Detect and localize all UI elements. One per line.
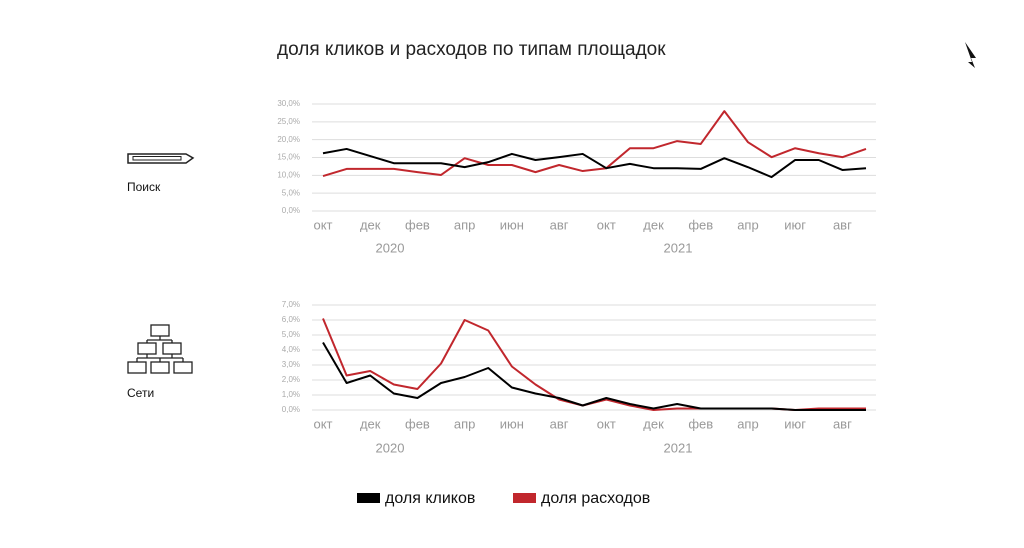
x-tick-label: июг bbox=[784, 217, 806, 232]
y-tick-label: 0,0% bbox=[282, 405, 300, 414]
series-line bbox=[322, 341, 866, 411]
x-tick-label: фев bbox=[688, 416, 713, 431]
legend-swatch bbox=[513, 493, 536, 503]
y-tick-label: 5,0% bbox=[282, 330, 300, 339]
search-icon bbox=[127, 153, 195, 164]
page-title: доля кликов и расходов по типам площадок bbox=[277, 39, 666, 60]
series-line bbox=[322, 110, 867, 178]
y-tick-label: 20,0% bbox=[277, 135, 300, 144]
year-label: 2021 bbox=[664, 240, 693, 255]
y-tick-label: 7,0% bbox=[282, 300, 300, 309]
y-tick-label: 4,0% bbox=[282, 345, 300, 354]
y-tick-label: 10,0% bbox=[277, 170, 300, 179]
x-tick-label: окт bbox=[313, 217, 332, 232]
section-label: Поиск bbox=[127, 180, 161, 194]
network-icon bbox=[127, 324, 193, 374]
legend-swatch bbox=[357, 493, 380, 503]
legend-label: доля расходов bbox=[541, 490, 650, 507]
series-line bbox=[322, 147, 867, 179]
y-tick-label: 0,0% bbox=[282, 206, 300, 215]
y-tick-label: 30,0% bbox=[277, 99, 300, 108]
x-tick-label: дек bbox=[360, 416, 381, 431]
x-tick-label: апр bbox=[737, 217, 759, 232]
x-tick-label: авг bbox=[833, 217, 852, 232]
x-tick-label: фев bbox=[405, 217, 430, 232]
x-tick-label: авг bbox=[550, 217, 569, 232]
y-tick-label: 1,0% bbox=[282, 390, 300, 399]
x-tick-label: авг bbox=[550, 416, 569, 431]
year-label: 2021 bbox=[664, 440, 693, 455]
x-tick-label: авг bbox=[833, 416, 852, 431]
y-tick-label: 3,0% bbox=[282, 360, 300, 369]
x-tick-label: окт bbox=[597, 217, 616, 232]
section-label: Сети bbox=[127, 386, 154, 400]
x-tick-label: июн bbox=[500, 217, 524, 232]
x-tick-label: июг bbox=[784, 416, 806, 431]
y-tick-label: 15,0% bbox=[277, 153, 300, 162]
year-label: 2020 bbox=[376, 240, 405, 255]
x-tick-label: окт bbox=[597, 416, 616, 431]
y-tick-label: 5,0% bbox=[282, 188, 300, 197]
x-tick-label: фев bbox=[405, 416, 430, 431]
x-tick-label: апр bbox=[737, 416, 759, 431]
x-tick-label: апр bbox=[454, 217, 476, 232]
legend-label: доля кликов bbox=[385, 490, 475, 507]
x-tick-label: июн bbox=[500, 416, 524, 431]
x-tick-label: фев bbox=[688, 217, 713, 232]
y-tick-label: 6,0% bbox=[282, 315, 300, 324]
x-tick-label: дек bbox=[360, 217, 381, 232]
y-tick-label: 25,0% bbox=[277, 117, 300, 126]
x-tick-label: апр bbox=[454, 416, 476, 431]
x-tick-label: дек bbox=[643, 217, 664, 232]
y-tick-label: 2,0% bbox=[282, 375, 300, 384]
year-label: 2020 bbox=[376, 440, 405, 455]
x-tick-label: окт bbox=[313, 416, 332, 431]
x-tick-label: дек bbox=[643, 416, 664, 431]
logo bbox=[965, 42, 976, 68]
